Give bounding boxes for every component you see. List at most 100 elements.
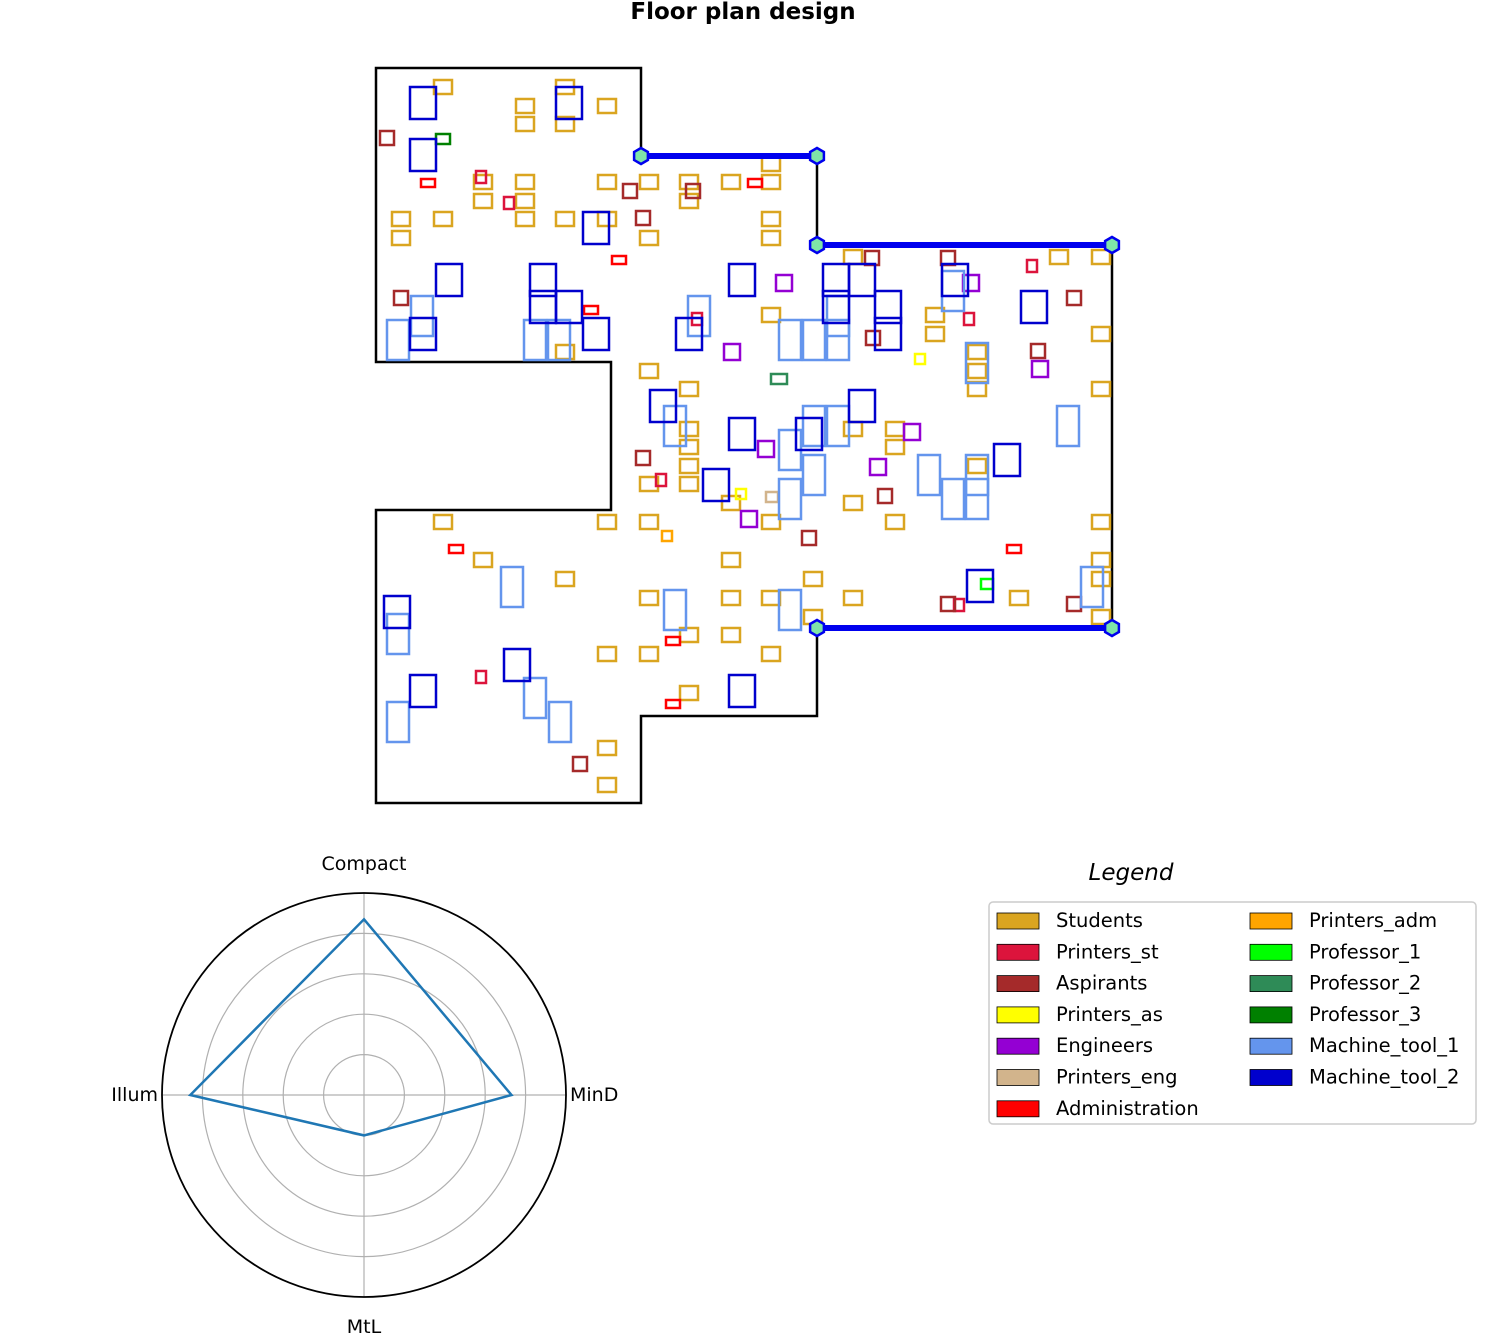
room-engineers — [961, 273, 981, 293]
room-students — [514, 115, 536, 133]
room-aspirants — [392, 289, 410, 307]
floor-plan — [374, 66, 1121, 805]
room-machine-tool-2 — [821, 289, 851, 325]
legend-item-students: Students — [996, 909, 1143, 932]
radar-axis-label-compact: Compact — [322, 853, 407, 875]
room-printers-st — [962, 311, 976, 327]
room-machine-tool-1 — [547, 700, 573, 744]
wall-node — [1103, 235, 1121, 255]
room-students — [966, 457, 988, 475]
room-students — [678, 192, 700, 210]
room-students — [720, 494, 742, 512]
room-students — [884, 438, 906, 456]
room-machine-tool-2 — [502, 647, 532, 683]
room-engineers — [774, 273, 794, 293]
room-aspirants — [1065, 289, 1083, 307]
room-students — [596, 173, 618, 191]
legend-label: Printers_as — [1056, 1003, 1163, 1026]
legend: Legend Students Printers_st Aspirants Print… — [988, 860, 1477, 1125]
room-students — [432, 513, 454, 531]
plot-title: Floor plan design — [630, 0, 855, 25]
room-students — [760, 589, 782, 607]
room-students — [554, 570, 576, 588]
room-engineers — [739, 509, 759, 529]
room-administration — [610, 254, 628, 266]
room-students — [678, 420, 700, 438]
legend-items: Students Printers_st Aspirants Printers_as E… — [996, 909, 1459, 1120]
room-printers-adm — [660, 529, 674, 543]
room-engineers — [1030, 359, 1050, 379]
room-students — [760, 306, 782, 324]
room-aspirants — [378, 129, 396, 147]
room-machine-tool-2 — [648, 388, 678, 424]
legend-swatch — [1249, 975, 1293, 992]
room-engineers — [722, 342, 742, 362]
room-students — [472, 551, 494, 569]
room-administration — [664, 635, 682, 647]
room-machine-tool-2 — [408, 137, 438, 173]
legend-swatch — [1249, 912, 1293, 930]
room-students — [638, 513, 660, 531]
room-machine-tool-1 — [801, 404, 827, 448]
room-students — [1090, 608, 1112, 626]
room-students — [678, 475, 700, 493]
room-engineers — [756, 439, 776, 459]
room-machine-tool-2 — [581, 316, 611, 352]
room-students — [966, 362, 988, 380]
room-students — [472, 192, 494, 210]
room-machine-tool-1 — [940, 269, 966, 313]
room-machine-tool-1 — [825, 404, 851, 448]
legend-swatch — [1249, 1069, 1293, 1086]
legend-swatch — [996, 1037, 1040, 1055]
room-machine-tool-1 — [825, 294, 851, 338]
room-machine-tool-1 — [777, 588, 803, 632]
room-students — [596, 645, 618, 663]
radar-grid — [162, 893, 566, 1297]
room-students — [390, 210, 412, 228]
room-machine-tool-1 — [801, 318, 827, 362]
legend-label: Printers_st — [1056, 940, 1159, 963]
room-printers-st — [502, 195, 516, 211]
room-machine-tool-2 — [674, 316, 704, 352]
legend-label: Printers_eng — [1056, 1066, 1178, 1089]
room-students — [638, 362, 660, 380]
room-professor-2 — [769, 372, 789, 386]
room-machine-tool-2 — [408, 673, 438, 709]
room-aspirants — [571, 755, 589, 773]
room-students — [760, 645, 782, 663]
room-students — [760, 173, 782, 191]
room-students — [678, 457, 700, 475]
room-machine-tool-2 — [581, 210, 611, 246]
legend-label: Aspirants — [1056, 972, 1147, 995]
room-students — [596, 739, 618, 757]
room-machine-tool-2 — [727, 262, 757, 298]
room-students — [1090, 570, 1112, 588]
room-machine-tool-1 — [385, 318, 411, 362]
room-students — [390, 229, 412, 247]
room-students — [842, 494, 864, 512]
room-aspirants — [634, 209, 652, 227]
legend-swatch — [996, 912, 1040, 930]
radar-chart: Compact MinD MtL Illum — [111, 853, 618, 1337]
legend-item-engineers: Engineers — [996, 1034, 1153, 1057]
room-machine-tool-2 — [727, 416, 757, 452]
room-machine-tool-1 — [686, 294, 712, 338]
room-students — [842, 420, 864, 438]
room-machine-tool-2 — [382, 594, 412, 630]
room-students — [760, 155, 782, 173]
room-students — [514, 173, 536, 191]
room-machine-tool-2 — [528, 262, 558, 298]
room-machine-tool-2 — [554, 85, 584, 121]
legend-item-professor-1: Professor_1 — [1249, 940, 1421, 963]
room-students — [638, 229, 660, 247]
room-aspirants — [864, 329, 882, 347]
room-machine-tool-2 — [701, 467, 731, 503]
room-printers-st — [654, 472, 668, 488]
room-machine-tool-2 — [727, 673, 757, 709]
room-students — [802, 570, 824, 588]
room-machine-tool-1 — [825, 318, 851, 362]
room-students — [472, 173, 494, 191]
room-students — [678, 684, 700, 702]
room-administration — [1005, 543, 1023, 555]
